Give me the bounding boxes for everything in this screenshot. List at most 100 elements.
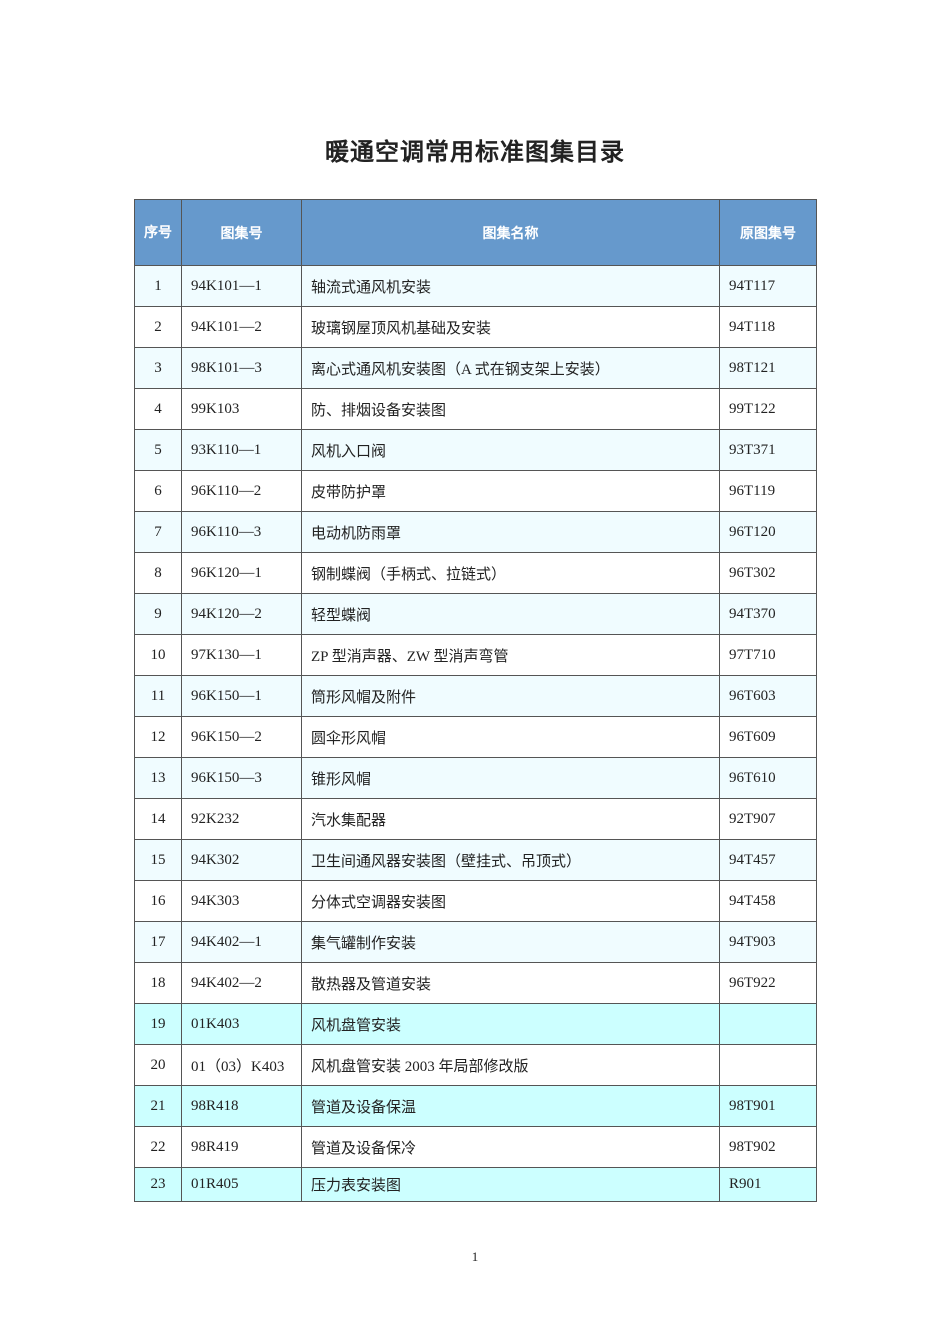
cell-orig-code: 94T118 (719, 306, 817, 348)
cell-code: 96K150—3 (181, 757, 302, 799)
page-number: 1 (471, 1249, 479, 1264)
cell-seq: 5 (134, 429, 182, 471)
cell-name: 压力表安装图 (301, 1167, 720, 1202)
cell-name: 散热器及管道安装 (301, 962, 720, 1004)
table-row: 8 96K120—1 钢制蝶阀（手柄式、拉链式） 96T302 (134, 552, 817, 594)
cell-seq: 12 (134, 716, 182, 758)
cell-code: 96K150—1 (181, 675, 302, 717)
cell-orig-code: R901 (719, 1167, 817, 1202)
cell-orig-code: 96T120 (719, 511, 817, 553)
cell-orig-code: 94T117 (719, 265, 817, 307)
cell-seq: 3 (134, 347, 182, 389)
cell-name: 分体式空调器安装图 (301, 880, 720, 922)
cell-seq: 1 (134, 265, 182, 307)
cell-orig-code: 96T119 (719, 470, 817, 512)
cell-code: 96K110—2 (181, 470, 302, 512)
cell-orig-code: 97T710 (719, 634, 817, 676)
cell-orig-code: 94T458 (719, 880, 817, 922)
cell-orig-code: 93T371 (719, 429, 817, 471)
cell-seq: 18 (134, 962, 182, 1004)
cell-seq: 10 (134, 634, 182, 676)
cell-code: 01K403 (181, 1003, 302, 1045)
cell-seq: 16 (134, 880, 182, 922)
table-row: 5 93K110—1 风机入口阀 93T371 (134, 429, 817, 471)
cell-code: 94K101—2 (181, 306, 302, 348)
cell-name: 管道及设备保温 (301, 1085, 720, 1127)
cell-name: 筒形风帽及附件 (301, 675, 720, 717)
cell-seq: 14 (134, 798, 182, 840)
cell-code: 96K120—1 (181, 552, 302, 594)
cell-code: 97K130—1 (181, 634, 302, 676)
cell-name: 圆伞形风帽 (301, 716, 720, 758)
header-code: 图集号 (181, 199, 302, 266)
cell-seq: 17 (134, 921, 182, 963)
cell-seq: 15 (134, 839, 182, 881)
cell-orig-code: 96T302 (719, 552, 817, 594)
cell-name: 钢制蝶阀（手柄式、拉链式） (301, 552, 720, 594)
cell-name: 卫生间通风器安装图（壁挂式、吊顶式） (301, 839, 720, 881)
cell-code: 93K110—1 (181, 429, 302, 471)
cell-name: 风机入口阀 (301, 429, 720, 471)
cell-seq: 9 (134, 593, 182, 635)
table-row: 11 96K150—1 筒形风帽及附件 96T603 (134, 675, 817, 717)
cell-seq: 13 (134, 757, 182, 799)
cell-name: ZP 型消声器、ZW 型消声弯管 (301, 634, 720, 676)
cell-name: 集气罐制作安装 (301, 921, 720, 963)
cell-seq: 6 (134, 470, 182, 512)
table-row: 16 94K303 分体式空调器安装图 94T458 (134, 880, 817, 922)
cell-code: 01R405 (181, 1167, 302, 1202)
cell-code: 94K120—2 (181, 593, 302, 635)
cell-orig-code: 92T907 (719, 798, 817, 840)
cell-name: 防、排烟设备安装图 (301, 388, 720, 430)
cell-seq: 23 (134, 1167, 182, 1202)
header-orig-code: 原图集号 (719, 199, 817, 266)
table-header-row: 序号 图集号 图集名称 原图集号 (134, 199, 817, 266)
cell-orig-code: 94T903 (719, 921, 817, 963)
table-row: 6 96K110—2 皮带防护罩 96T119 (134, 470, 817, 512)
cell-code: 98K101—3 (181, 347, 302, 389)
cell-orig-code: 96T603 (719, 675, 817, 717)
table-row: 19 01K403 风机盘管安装 (134, 1003, 817, 1045)
cell-seq: 8 (134, 552, 182, 594)
table-row: 10 97K130—1 ZP 型消声器、ZW 型消声弯管 97T710 (134, 634, 817, 676)
table-row: 18 94K402—2 散热器及管道安装 96T922 (134, 962, 817, 1004)
cell-code: 94K302 (181, 839, 302, 881)
table-row: 21 98R418 管道及设备保温 98T901 (134, 1085, 817, 1127)
cell-orig-code: 98T121 (719, 347, 817, 389)
cell-orig-code: 96T609 (719, 716, 817, 758)
cell-orig-code: 94T457 (719, 839, 817, 881)
cell-seq: 21 (134, 1085, 182, 1127)
cell-code: 96K150—2 (181, 716, 302, 758)
cell-name: 皮带防护罩 (301, 470, 720, 512)
cell-code: 98R418 (181, 1085, 302, 1127)
table-row: 22 98R419 管道及设备保冷 98T902 (134, 1126, 817, 1168)
cell-orig-code: 98T901 (719, 1085, 817, 1127)
cell-name: 离心式通风机安装图（A 式在钢支架上安装） (301, 347, 720, 389)
table-row: 15 94K302 卫生间通风器安装图（壁挂式、吊顶式） 94T457 (134, 839, 817, 881)
cell-name: 风机盘管安装 2003 年局部修改版 (301, 1044, 720, 1086)
cell-orig-code (719, 1044, 817, 1086)
cell-code: 94K101—1 (181, 265, 302, 307)
cell-name: 风机盘管安装 (301, 1003, 720, 1045)
cell-code: 98R419 (181, 1126, 302, 1168)
table-row: 1 94K101—1 轴流式通风机安装 94T117 (134, 265, 817, 307)
table-row: 7 96K110—3 电动机防雨罩 96T120 (134, 511, 817, 553)
cell-orig-code: 96T610 (719, 757, 817, 799)
cell-seq: 11 (134, 675, 182, 717)
table-row: 2 94K101—2 玻璃钢屋顶风机基础及安装 94T118 (134, 306, 817, 348)
cell-name: 轴流式通风机安装 (301, 265, 720, 307)
cell-orig-code (719, 1003, 817, 1045)
cell-seq: 22 (134, 1126, 182, 1168)
table-row: 17 94K402—1 集气罐制作安装 94T903 (134, 921, 817, 963)
cell-code: 94K402—1 (181, 921, 302, 963)
table-row: 13 96K150—3 锥形风帽 96T610 (134, 757, 817, 799)
table-row: 20 01（03）K403 风机盘管安装 2003 年局部修改版 (134, 1044, 817, 1086)
cell-code: 99K103 (181, 388, 302, 430)
cell-name: 汽水集配器 (301, 798, 720, 840)
cell-seq: 19 (134, 1003, 182, 1045)
table-row: 12 96K150—2 圆伞形风帽 96T609 (134, 716, 817, 758)
table-row: 4 99K103 防、排烟设备安装图 99T122 (134, 388, 817, 430)
cell-code: 94K303 (181, 880, 302, 922)
cell-orig-code: 99T122 (719, 388, 817, 430)
cell-seq: 2 (134, 306, 182, 348)
